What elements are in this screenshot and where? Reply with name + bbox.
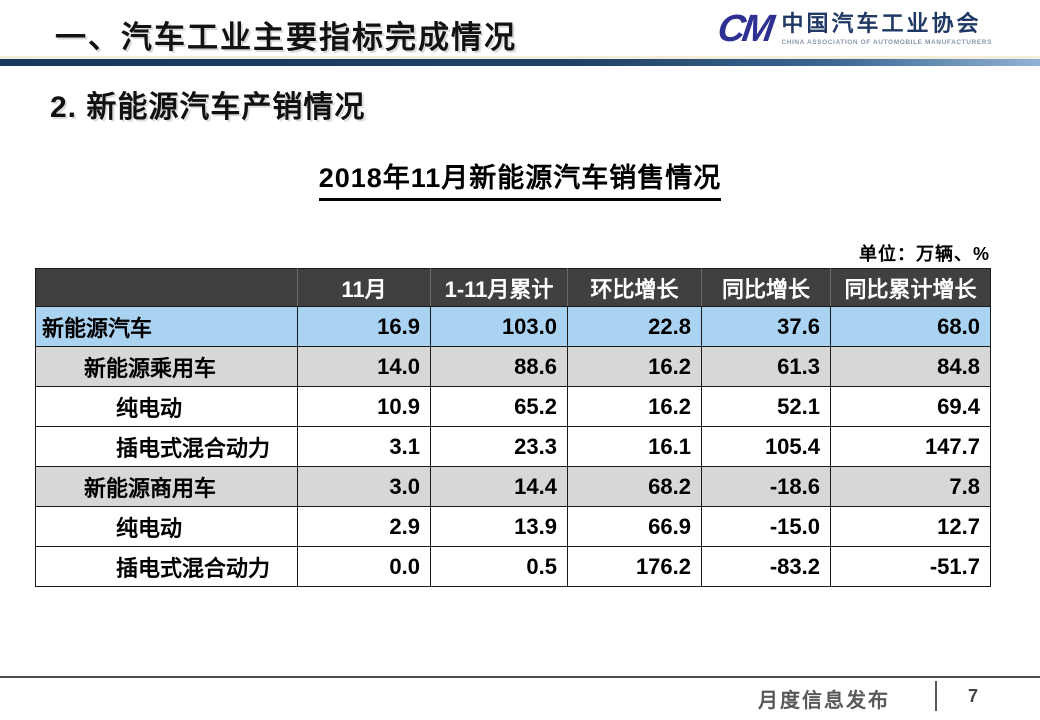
table-row: 纯电动 2.9 13.9 66.9 -15.0 12.7 xyxy=(35,506,991,547)
header-rule xyxy=(0,59,1040,66)
cell-value: 2.9 xyxy=(297,506,431,547)
cell-value: -15.0 xyxy=(701,506,831,547)
cell-value: 103.0 xyxy=(430,306,568,347)
cell-value: 3.0 xyxy=(297,466,431,507)
cell-value: 13.9 xyxy=(430,506,568,547)
table-row: 新能源汽车 16.9 103.0 22.8 37.6 68.0 xyxy=(35,306,991,347)
row-label: 插电式混合动力 xyxy=(35,426,298,467)
cell-value: -51.7 xyxy=(830,546,991,587)
cell-value: 16.1 xyxy=(567,426,702,467)
nev-sales-table: 11月 1-11月累计 环比增长 同比增长 同比累计增长 新能源汽车 16.9 … xyxy=(35,268,991,587)
cell-value: 10.9 xyxy=(297,386,431,427)
row-label: 纯电动 xyxy=(35,506,298,547)
cell-value: 84.8 xyxy=(830,346,991,387)
cell-value: 23.3 xyxy=(430,426,568,467)
row-label: 纯电动 xyxy=(35,386,298,427)
col-header-yoy-cum: 同比累计增长 xyxy=(830,268,991,307)
footer-rule xyxy=(0,676,1040,678)
cell-value: 14.4 xyxy=(430,466,568,507)
unit-note: 单位：万辆、% xyxy=(858,244,990,264)
cell-value: 16.2 xyxy=(567,386,702,427)
cell-value: 7.8 xyxy=(830,466,991,507)
cell-value: 68.2 xyxy=(567,466,702,507)
cell-value: 16.2 xyxy=(567,346,702,387)
cell-value: 16.9 xyxy=(297,306,431,347)
section-title: 2. 新能源汽车产销情况 xyxy=(50,91,366,124)
logo-monogram-icon: CM xyxy=(715,8,775,50)
row-label: 新能源商用车 xyxy=(35,466,298,507)
col-header-month: 11月 xyxy=(297,268,431,307)
col-header-mom: 环比增长 xyxy=(567,268,702,307)
cell-value: 65.2 xyxy=(430,386,568,427)
cell-value: 22.8 xyxy=(567,306,702,347)
logo-org-name-cn: 中国汽车工业协会 xyxy=(781,11,982,37)
col-header-yoy: 同比增长 xyxy=(701,268,831,307)
table-row: 插电式混合动力 0.0 0.5 176.2 -83.2 -51.7 xyxy=(35,546,991,587)
cell-value: 0.5 xyxy=(430,546,568,587)
row-label: 新能源汽车 xyxy=(35,306,298,347)
table-header-row: 11月 1-11月累计 环比增长 同比增长 同比累计增长 xyxy=(35,268,991,307)
cell-value: 0.0 xyxy=(297,546,431,587)
cell-value: 68.0 xyxy=(830,306,991,347)
row-label: 新能源乘用车 xyxy=(35,346,298,387)
cell-value: 66.9 xyxy=(567,506,702,547)
table-row: 纯电动 10.9 65.2 16.2 52.1 69.4 xyxy=(35,386,991,427)
page-number: 7 xyxy=(967,686,978,706)
col-header-blank xyxy=(35,268,298,307)
cell-value: 69.4 xyxy=(830,386,991,427)
cell-value: 12.7 xyxy=(830,506,991,547)
col-header-ytd: 1-11月累计 xyxy=(430,268,568,307)
footer-label: 月度信息发布 xyxy=(758,690,890,712)
table-title-wrap: 2018年11月新能源汽车销售情况 xyxy=(0,156,1040,201)
org-logo: CM 中国汽车工业协会 CHINA ASSOCIATION OF AUTOMOB… xyxy=(715,8,992,50)
footer-divider xyxy=(935,681,937,711)
table-row: 新能源乘用车 14.0 88.6 16.2 61.3 84.8 xyxy=(35,346,991,387)
table-row: 新能源商用车 3.0 14.4 68.2 -18.6 7.8 xyxy=(35,466,991,507)
cell-value: 176.2 xyxy=(567,546,702,587)
cell-value: 14.0 xyxy=(297,346,431,387)
cell-value: 147.7 xyxy=(830,426,991,467)
cell-value: 105.4 xyxy=(701,426,831,467)
slide-header-title: 一、汽车工业主要指标完成情况 xyxy=(55,20,517,55)
row-label: 插电式混合动力 xyxy=(35,546,298,587)
table-title: 2018年11月新能源汽车销售情况 xyxy=(318,156,722,201)
logo-org-name-en: CHINA ASSOCIATION OF AUTOMOBILE MANUFACT… xyxy=(781,38,992,46)
cell-value: 37.6 xyxy=(701,306,831,347)
cell-value: -18.6 xyxy=(701,466,831,507)
cell-value: 61.3 xyxy=(701,346,831,387)
cell-value: 88.6 xyxy=(430,346,568,387)
cell-value: 3.1 xyxy=(297,426,431,467)
cell-value: 52.1 xyxy=(701,386,831,427)
table-row: 插电式混合动力 3.1 23.3 16.1 105.4 147.7 xyxy=(35,426,991,467)
header-rule-light xyxy=(0,56,1040,59)
logo-text: 中国汽车工业协会 CHINA ASSOCIATION OF AUTOMOBILE… xyxy=(781,11,992,46)
cell-value: -83.2 xyxy=(701,546,831,587)
